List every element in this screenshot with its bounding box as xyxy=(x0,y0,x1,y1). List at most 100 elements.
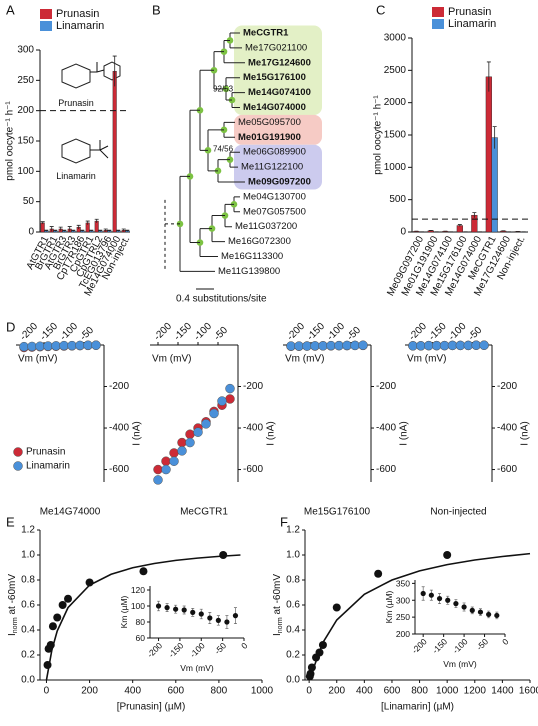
bar xyxy=(113,71,117,232)
y-tick-label: 0 xyxy=(28,227,34,238)
y-tick-label: -400 xyxy=(376,423,396,434)
y-tick-label: 1.0 xyxy=(286,550,300,561)
tree-leaf: Me04G130700 xyxy=(243,191,306,202)
x-axis-label: Vm (mV) xyxy=(152,354,191,365)
y-tick-label: 0 xyxy=(400,227,406,238)
data-point xyxy=(308,664,316,672)
data-point xyxy=(216,618,221,623)
x-axis-label: Vm (mV) xyxy=(180,663,214,673)
data-point xyxy=(86,579,94,587)
x-tick-label: 400 xyxy=(124,686,141,697)
data-point xyxy=(494,613,499,618)
data-point xyxy=(319,341,328,350)
legend-marker xyxy=(14,462,23,471)
panel-label: B xyxy=(152,3,161,18)
y-axis-label: pmol oocyte⁻¹ h⁻¹ xyxy=(373,95,384,175)
bond xyxy=(100,146,108,150)
tree-leaf: Me17G124600 xyxy=(248,57,311,68)
tree-leaf: Me15G176100 xyxy=(243,72,306,83)
data-point xyxy=(226,394,235,403)
data-point xyxy=(44,342,53,351)
x-axis-label: [Prunasin] (µM) xyxy=(117,702,186,713)
tree-leaf: Me09G097200 xyxy=(248,177,311,188)
legend-label: Prunasin xyxy=(448,6,491,18)
x-tick-label: 600 xyxy=(167,686,184,697)
tree-leaf: Me14G074000 xyxy=(243,102,306,113)
tree-leaf: MeCGTR1 xyxy=(243,28,289,39)
data-point xyxy=(202,419,211,428)
legend-marker xyxy=(14,448,23,457)
panel-title: Non-injected xyxy=(430,507,486,518)
data-point xyxy=(210,409,219,418)
bar xyxy=(457,226,463,232)
data-point xyxy=(424,341,433,350)
data-point xyxy=(295,342,304,351)
y-tick-label: -200 xyxy=(243,381,263,392)
x-tick-label: -200 xyxy=(18,321,40,343)
tree-leaf: Me11G139800 xyxy=(218,266,280,277)
data-point xyxy=(49,622,57,630)
y-tick-label: -600 xyxy=(109,464,129,475)
structure-label: Prunasin xyxy=(58,98,94,108)
data-point xyxy=(456,341,465,350)
y-axis-label: Inorm at -60mV xyxy=(272,574,284,636)
data-point xyxy=(170,448,179,457)
tree-leaf: Me07G057500 xyxy=(243,206,306,217)
data-point xyxy=(343,341,352,350)
y-axis-label: Inorm at -60mV xyxy=(7,574,19,636)
panel-label: A xyxy=(6,3,15,18)
x-tick-label: -200 xyxy=(145,640,164,659)
x-tick-label: -100 xyxy=(451,636,470,655)
x-axis-label: [Linamarin] (µM) xyxy=(381,702,454,713)
x-tick-label: -150 xyxy=(38,321,60,343)
data-point xyxy=(416,341,425,350)
scale-label: 0.4 substitutions/site xyxy=(176,294,267,305)
data-point xyxy=(233,613,238,618)
y-tick-label: 200 xyxy=(396,629,410,639)
legend-swatch xyxy=(40,9,52,19)
y-axis-label: I (nA) xyxy=(520,421,531,445)
data-point xyxy=(319,641,327,649)
x-tick-label: -100 xyxy=(192,321,214,343)
y-tick-label: 2500 xyxy=(384,65,407,76)
data-point xyxy=(351,341,360,350)
data-point xyxy=(154,465,163,474)
y-tick-label: 1.0 xyxy=(21,550,35,561)
molecule-sketches xyxy=(62,62,120,163)
y-tick-label: 100 xyxy=(17,166,34,177)
structure-label: Linamarin xyxy=(56,171,96,181)
x-tick-label: 800 xyxy=(411,686,428,697)
panel-title: Me15G176100 xyxy=(304,507,371,518)
data-point xyxy=(374,570,382,578)
legend-label: Linamarin xyxy=(448,18,496,30)
y-tick-label: 500 xyxy=(389,194,406,205)
data-point xyxy=(64,595,72,603)
data-point xyxy=(186,438,195,447)
x-tick-label: -50 xyxy=(78,325,96,343)
data-point xyxy=(335,341,344,350)
tree-branch xyxy=(180,176,215,271)
y-axis-label-part: at -60mV xyxy=(7,574,18,618)
panel-title: MeCGTR1 xyxy=(180,507,228,518)
y-tick-label: 0.4 xyxy=(21,625,35,636)
data-point xyxy=(333,604,341,612)
data-point xyxy=(445,598,450,603)
data-point xyxy=(440,341,449,350)
tree-leaf: Me06G089900 xyxy=(243,147,306,158)
sugar-ring xyxy=(62,64,90,88)
x-tick-label: -150 xyxy=(166,640,185,659)
x-tick-label: 1200 xyxy=(464,686,487,697)
x-axis-label: Vm (mV) xyxy=(443,659,477,669)
x-tick-label: -100 xyxy=(188,640,207,659)
y-tick-label: 1.2 xyxy=(21,525,35,536)
data-point xyxy=(92,341,101,350)
data-point xyxy=(178,446,187,455)
data-point xyxy=(76,341,85,350)
data-point xyxy=(470,608,475,613)
bar xyxy=(486,77,492,232)
data-point xyxy=(478,609,483,614)
legend-swatch xyxy=(432,19,444,29)
data-point xyxy=(486,612,491,617)
x-tick-label: -50 xyxy=(212,325,230,343)
